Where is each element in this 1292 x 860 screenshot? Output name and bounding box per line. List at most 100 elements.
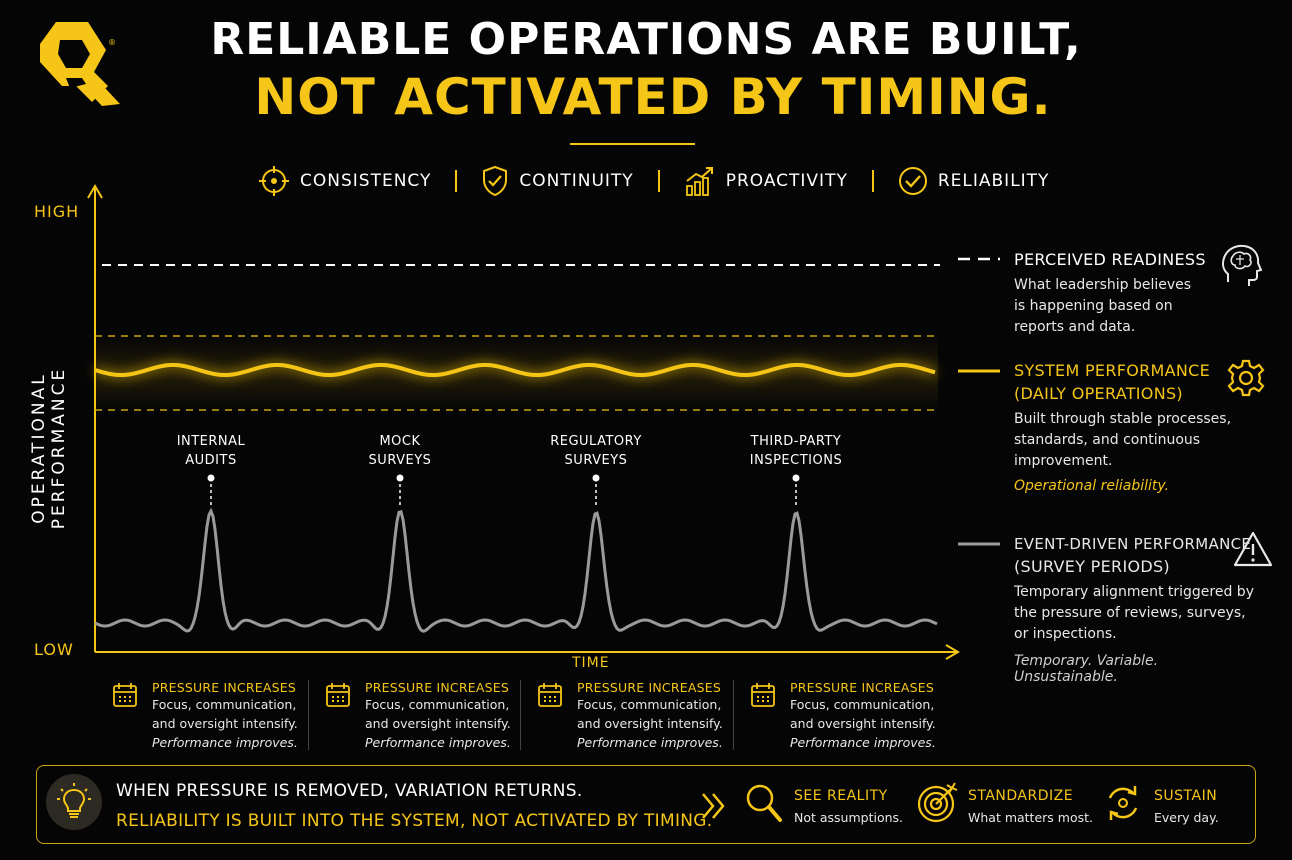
pillar-label: CONTINUITY	[519, 171, 634, 191]
banner-item-title: SUSTAIN	[1154, 788, 1218, 804]
pressure-card-line: and oversight intensify.	[152, 716, 298, 731]
pressure-card-line: and oversight intensify.	[577, 716, 723, 731]
double-chevron-icon	[702, 793, 725, 819]
gear-icon	[1227, 359, 1265, 397]
legend-body-line: standards, and continuous	[1014, 432, 1201, 448]
banner-item-title: STANDARDIZE	[968, 788, 1074, 804]
title-line-2: NOT ACTIVATED BY TIMING.	[254, 68, 1052, 126]
legend-system-performance: SYSTEM PERFORMANCE (DAILY OPERATIONS) Bu…	[1014, 361, 1254, 494]
title-line-1: RELIABLE OPERATIONS ARE BUILT,	[210, 14, 1082, 65]
pressure-card: PRESSURE INCREASES Focus, communication,…	[325, 680, 511, 752]
pillar-label: PROACTIVITY	[725, 171, 848, 191]
legend-body-line: Built through stable processes,	[1014, 411, 1232, 427]
pressure-card: PRESSURE INCREASES Focus, communication,…	[112, 680, 298, 752]
banner-item-standardize: STANDARDIZE What matters most.	[916, 782, 1093, 825]
pressure-card-note: Performance improves.	[365, 735, 511, 750]
y-axis-high-label: HIGH	[34, 202, 80, 221]
event-label-line: SURVEYS	[564, 453, 628, 468]
legend-title: SYSTEM PERFORMANCE	[1014, 361, 1211, 380]
pressure-card-line: Focus, communication,	[577, 697, 722, 712]
event-label-line: THIRD-PARTY	[750, 434, 842, 449]
event-label-line: SURVEYS	[368, 453, 432, 468]
pillar-proactivity: PROACTIVITY	[684, 165, 848, 197]
cycle-icon	[1108, 786, 1138, 820]
y-axis-low-label: LOW	[34, 640, 74, 659]
event-marker-dot	[207, 474, 215, 482]
legend-note: Operational reliability.	[1014, 478, 1170, 494]
banner-item-subtitle: What matters most.	[968, 810, 1093, 825]
pressure-card-line: and oversight intensify.	[790, 716, 936, 731]
pillar-row: CONSISTENCY CONTINUITY PROACTIVITY RELIA…	[258, 164, 1049, 198]
pillar-consistency: CONSISTENCY	[258, 165, 431, 197]
pressure-card-note: Performance improves.	[577, 735, 723, 750]
event-label-internal-audits: INTERNAL AUDITS	[146, 432, 276, 470]
takeaway-banner	[36, 765, 1256, 844]
pressure-card-title: PRESSURE INCREASES	[152, 680, 296, 695]
pressure-card-note: Performance improves.	[152, 735, 298, 750]
legend-body-line: Temporary alignment triggered by	[1014, 584, 1254, 600]
event-markers	[207, 474, 800, 508]
legend-title: (SURVEY PERIODS)	[1014, 557, 1170, 576]
legend-body: Temporary alignment triggered by the pre…	[1014, 582, 1264, 645]
legend-body-line: improvement.	[1014, 453, 1113, 469]
pressure-card-line: Focus, communication,	[365, 697, 510, 712]
pressure-card-title: PRESSURE INCREASES	[577, 680, 721, 695]
legend-body-line: the pressure of reviews, surveys,	[1014, 605, 1246, 621]
legend-body-line: What leadership believes	[1014, 277, 1192, 293]
pressure-card: PRESSURE INCREASES Focus, communication,…	[750, 680, 936, 752]
legend-body-line: or inspections.	[1014, 626, 1117, 642]
event-label-third-party-inspections: THIRD-PARTY INSPECTIONS	[731, 432, 861, 470]
title-divider	[570, 143, 695, 145]
banner-item-sustain: SUSTAIN Every day.	[1102, 782, 1219, 825]
calendar-icon	[751, 683, 775, 707]
event-marker-dot	[792, 474, 800, 482]
pillar-separator	[871, 170, 874, 192]
brand-logo	[40, 22, 120, 106]
pillar-separator	[455, 170, 458, 192]
event-marker-dot	[592, 474, 600, 482]
pillar-continuity: CONTINUITY	[481, 165, 633, 197]
check-circle-icon	[898, 167, 927, 195]
shield-check-icon	[483, 165, 508, 197]
magnifier-icon	[746, 784, 782, 822]
system-performance-line	[94, 363, 936, 377]
legend-body: Built through stable processes, standard…	[1014, 409, 1254, 472]
legend-body-line: reports and data.	[1014, 319, 1136, 335]
y-axis-title: OPERATIONAL PERFORMANCE	[29, 366, 69, 530]
legend-title: PERCEIVED READINESS	[1014, 250, 1206, 269]
warning-icon	[1233, 531, 1273, 567]
pillar-separator	[657, 170, 660, 192]
event-label-mock-surveys: MOCK SURVEYS	[335, 432, 465, 470]
y-axis-arrow	[87, 184, 103, 199]
banner-item-subtitle: Every day.	[1154, 810, 1219, 825]
pressure-card-divider	[520, 680, 521, 750]
event-label-line: MOCK	[379, 434, 421, 449]
x-axis-title: TIME	[572, 655, 610, 671]
pillar-label: CONSISTENCY	[300, 171, 432, 191]
brain-head-icon	[1222, 244, 1262, 286]
banner-headline: WHEN PRESSURE IS REMOVED, VARIATION RETU…	[116, 781, 583, 801]
event-label-line: REGULATORY	[550, 434, 642, 449]
event-label-line: INSPECTIONS	[749, 453, 843, 468]
legend-body: What leadership believes is happening ba…	[1014, 275, 1219, 338]
pressure-card-line: Focus, communication,	[790, 697, 935, 712]
pressure-card-title: PRESSURE INCREASES	[365, 680, 509, 695]
legend-note: Temporary. Variable. Unsustainable.	[1014, 653, 1159, 685]
event-driven-performance-line	[94, 507, 938, 633]
legend-body-line: is happening based on	[1014, 298, 1173, 314]
event-label-line: INTERNAL	[176, 434, 246, 449]
pressure-card: PRESSURE INCREASES Focus, communication,…	[537, 680, 723, 752]
banner-item-subtitle: Not assumptions.	[794, 810, 904, 825]
pillar-label: RELIABILITY	[937, 171, 1050, 191]
pressure-card-note: Performance improves.	[790, 735, 936, 750]
lightbulb-icon	[57, 783, 91, 818]
legend-title: EVENT-DRIVEN PERFORMANCE	[1014, 535, 1252, 553]
calendar-icon	[326, 683, 350, 707]
legend-perceived-readiness: PERCEIVED READINESS What leadership beli…	[1014, 250, 1219, 338]
pressure-card-line: Focus, communication,	[152, 697, 297, 712]
target-icon	[917, 782, 958, 823]
calendar-icon	[538, 683, 562, 707]
registered-mark: ®	[108, 38, 116, 47]
banner-item-title: SEE REALITY	[794, 788, 888, 804]
